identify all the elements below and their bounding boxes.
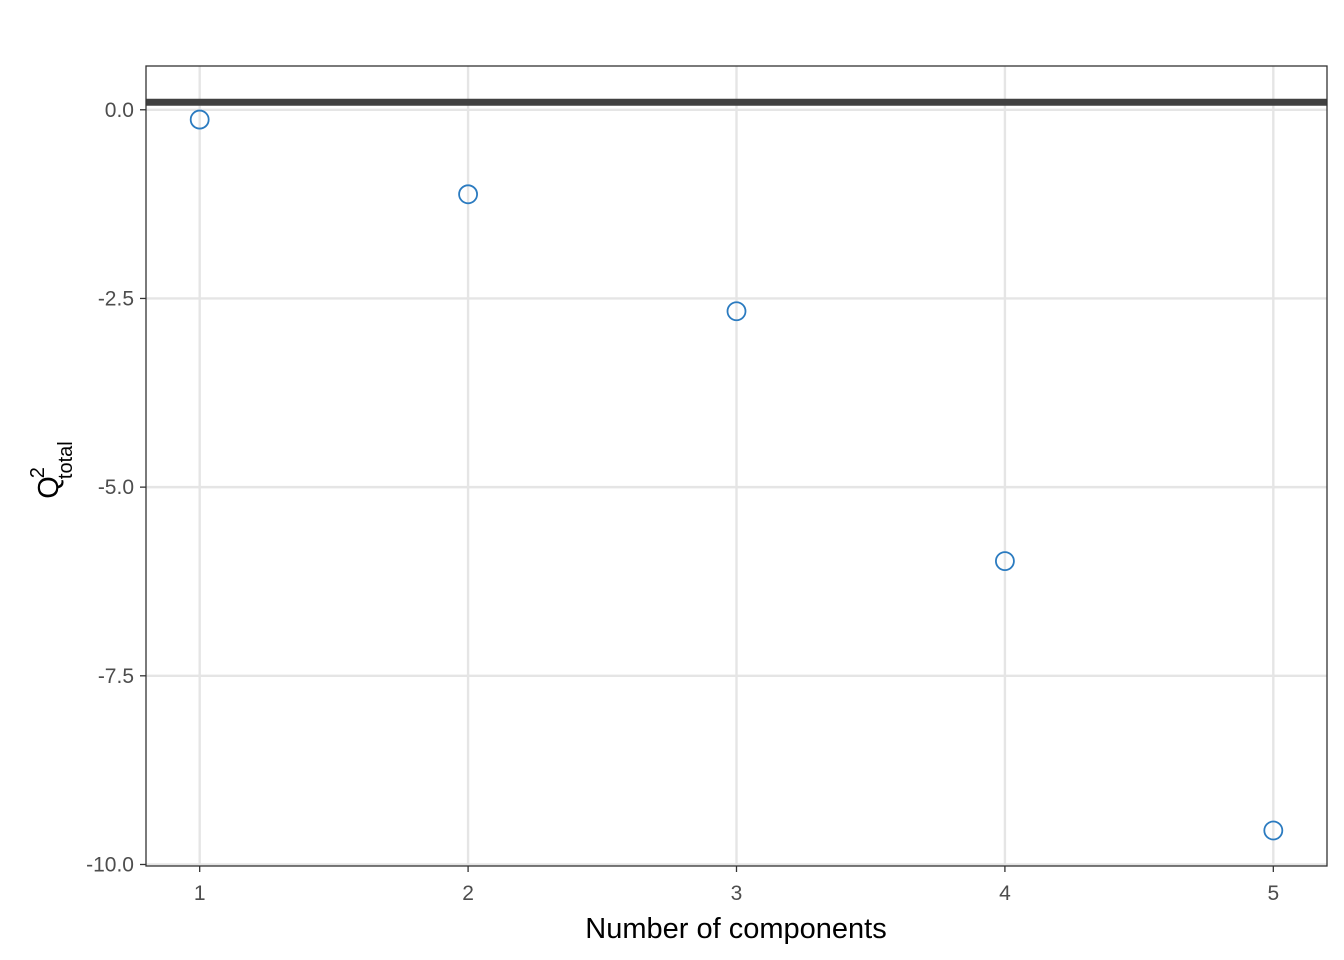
x-tick-label: 1 [194,882,206,905]
data-point [189,109,210,130]
y-axis-title-superscript: 2 [27,467,49,478]
x-axis: 1 2 3 4 5 [194,866,1279,905]
grid [146,66,1327,866]
y-tick-label: -5.0 [98,476,134,499]
y-tick-label: -10.0 [86,853,134,876]
x-tick-label: 5 [1267,882,1279,905]
x-tick-label: 2 [462,882,474,905]
x-tick-label: 3 [731,882,743,905]
y-axis-title-subscript: total [55,441,77,479]
y-axis: 0.0 -2.5 -5.0 -7.5 -10.0 [86,99,146,876]
y-tick-label: 0.0 [105,99,134,122]
x-axis-title: Number of components [585,913,886,945]
data-point [726,301,747,322]
y-axis-title: Q2 total [27,441,77,499]
data-point [1263,820,1284,841]
y-tick-label: -2.5 [98,287,134,310]
data-point [995,551,1015,571]
y-axis-title-base: Q [33,476,65,499]
y-tick-label: -7.5 [98,665,134,688]
x-tick-label: 4 [999,882,1011,905]
data-points [189,109,1284,841]
data-point [458,184,478,205]
